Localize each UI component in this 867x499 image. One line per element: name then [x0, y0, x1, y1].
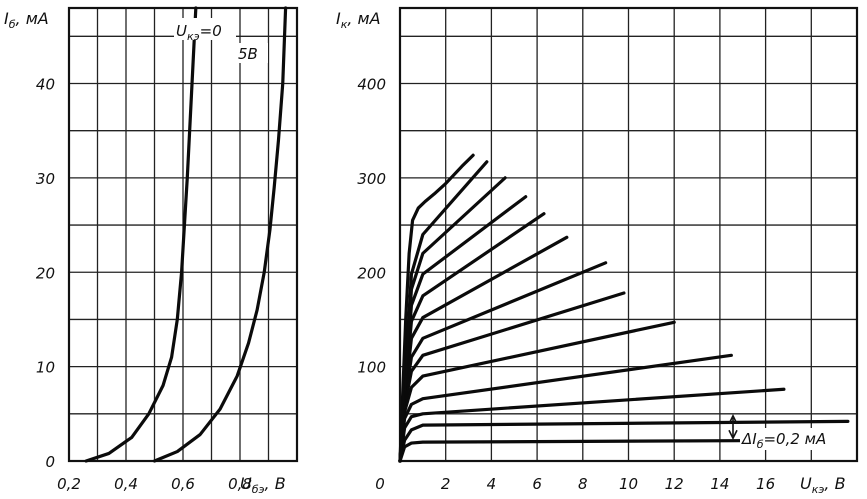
y-tick-label: 30 — [36, 170, 55, 188]
input-curve-0 — [84, 6, 198, 463]
x-tick-label: 6 — [532, 475, 542, 493]
x-tick-label: 2 — [441, 475, 451, 493]
x-axis-title: Uкэ, В — [800, 474, 846, 496]
output-curve-5 — [398, 291, 626, 463]
x-tick-label: 0 — [375, 475, 385, 493]
x-tick-label: 16 — [756, 475, 775, 493]
annotation-uke-0: Uкэ=0 — [176, 22, 222, 43]
x-tick-label: 8 — [578, 475, 588, 493]
annotation-bg — [234, 43, 268, 63]
x-tick-label: 0,4 — [114, 475, 138, 493]
x-tick-label: 14 — [710, 475, 729, 493]
delta-arrow-head-up — [728, 414, 738, 425]
y-tick-label: 400 — [357, 76, 386, 94]
output-characteristics-chart: 100 200 300 400 0 2 4 6 8 10 12 14 16 Uкэ, В Iк, мА ΔIб… — [336, 6, 859, 496]
y-tick-label: 300 — [357, 170, 386, 188]
y-tick-label: 20 — [36, 264, 55, 282]
y-axis-title: Iк, мА — [336, 9, 381, 31]
y-tick-label: 200 — [357, 264, 386, 282]
x-tick-label: 0,2 — [57, 475, 81, 493]
plot-frame — [67, 6, 299, 463]
y-tick-label: 10 — [36, 359, 55, 377]
x-tick-label: 0,8 — [228, 475, 252, 493]
x-tick-label: 12 — [665, 475, 684, 493]
output-curve-6 — [398, 261, 608, 463]
x-axis-title: Uбэ, В — [240, 474, 286, 496]
annotation-5v: 5В — [238, 45, 258, 63]
y-tick-label: 0 — [45, 453, 55, 471]
annotation-delta-ib: ΔIб=0,2 мА — [741, 430, 826, 451]
y-tick-label: 40 — [36, 76, 55, 94]
plot-frame — [398, 6, 859, 463]
x-tick-label: 10 — [619, 475, 638, 493]
annotation-bg — [740, 428, 846, 450]
y-tick-label: 100 — [357, 359, 386, 377]
x-tick-label: 4 — [487, 475, 497, 493]
output-curve-12 — [398, 153, 475, 463]
y-axis-title: Iб, мА — [4, 9, 49, 31]
input-curve-1 — [152, 6, 288, 463]
annotation-bg — [174, 18, 236, 40]
delta-arrow-head-down — [728, 429, 738, 441]
x-tick-label: 0,6 — [171, 475, 195, 493]
